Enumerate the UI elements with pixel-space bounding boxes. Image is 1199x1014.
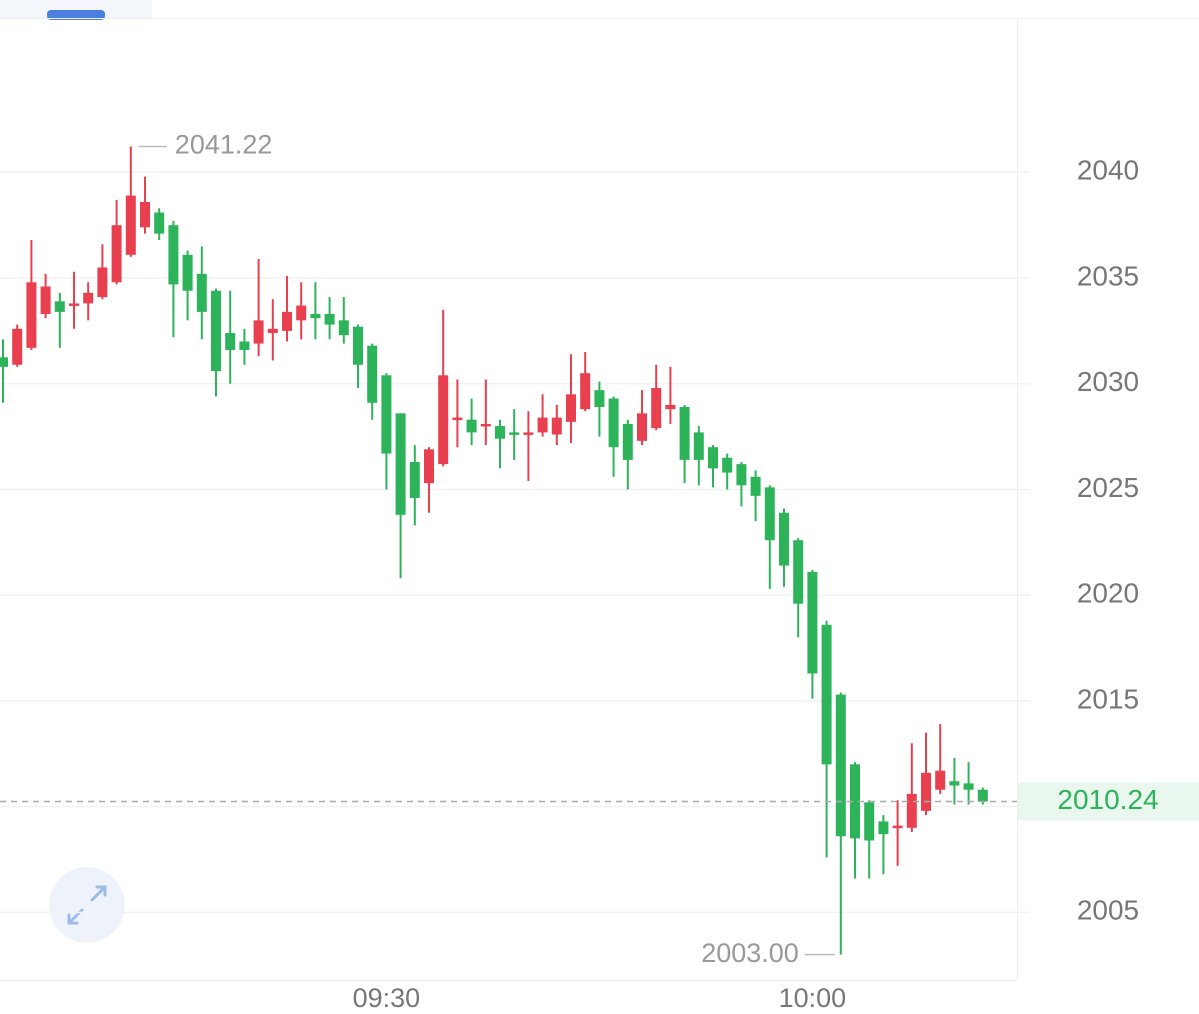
candle-body: [921, 772, 931, 811]
candle-body: [154, 212, 165, 234]
y-tick-label: 2015: [1077, 683, 1139, 714]
last-price-box: [1018, 782, 1199, 821]
candle-body: [211, 290, 221, 372]
x-tick-label: 10:00: [779, 983, 847, 1013]
candle-body: [807, 571, 818, 674]
candle-body: [480, 423, 491, 427]
candle-body: [253, 320, 264, 344]
candle-body: [594, 390, 605, 408]
candle-body: [196, 273, 207, 312]
y-tick-label: 2020: [1077, 578, 1139, 609]
tab-strip: [0, 0, 152, 18]
candle-body: [523, 432, 534, 435]
candle-body: [580, 373, 591, 410]
candle-body: [693, 432, 704, 460]
candle-body: [409, 462, 420, 498]
candle-body: [821, 624, 832, 765]
y-tick-label: 2025: [1077, 472, 1139, 503]
candle-body: [892, 825, 903, 829]
candle-body: [935, 770, 946, 790]
candle-body: [750, 476, 761, 496]
x-tick-label: 09:30: [353, 983, 421, 1013]
candle-body: [338, 320, 349, 336]
y-tick-label: 2005: [1077, 895, 1139, 926]
candle-body: [495, 426, 505, 439]
y-tick-label: 2030: [1077, 366, 1139, 397]
candle-body: [353, 326, 363, 365]
active-tab[interactable]: [47, 10, 105, 20]
candle-body: [963, 783, 974, 790]
candle-body: [949, 781, 960, 786]
candle-body: [97, 267, 108, 298]
candle-body: [140, 201, 150, 228]
candle-body: [864, 802, 875, 841]
candle-body: [708, 447, 718, 469]
expand-icon[interactable]: [67, 885, 107, 925]
candle-body: [665, 404, 676, 410]
candle-body: [551, 417, 562, 435]
candle-body: [381, 375, 392, 454]
candle-body: [83, 292, 94, 304]
candle-body: [850, 764, 860, 839]
candle-body: [637, 413, 647, 441]
y-tick-label: 2035: [1077, 260, 1139, 291]
candle-body: [282, 311, 292, 331]
candle-body: [267, 328, 278, 334]
high-marker-label: 2041.22: [175, 130, 273, 160]
candle-body: [367, 345, 378, 403]
candle-body: [26, 282, 37, 348]
candle-body: [54, 301, 65, 312]
candle-body: [566, 394, 576, 422]
candle-body: [736, 464, 747, 486]
candle-body: [111, 225, 122, 283]
candle-body: [324, 314, 335, 325]
candle-body: [40, 286, 51, 314]
low-marker-label: 2003.00: [701, 938, 799, 968]
candle-body: [509, 432, 520, 435]
candle-body: [679, 407, 690, 460]
candle-body: [779, 512, 789, 566]
candle-body: [452, 417, 463, 421]
candle-body: [977, 789, 988, 802]
candle-body: [878, 821, 889, 835]
candle-body: [395, 413, 406, 515]
expand-button[interactable]: [49, 867, 125, 943]
y-tick-label: 2040: [1077, 155, 1139, 186]
candle-body: [0, 357, 8, 367]
candle-body: [310, 314, 321, 319]
candle-body: [722, 457, 733, 473]
candle-body: [793, 540, 804, 604]
candle-body: [125, 195, 136, 255]
candle-body: [537, 417, 548, 433]
candle-body: [764, 487, 775, 541]
candle-body: [622, 423, 633, 460]
candle-body: [69, 303, 79, 306]
candle-body: [182, 254, 193, 291]
candle-body: [906, 793, 917, 828]
candle-body: [168, 225, 179, 285]
candle-body: [835, 694, 846, 837]
candle-body: [296, 305, 307, 321]
candle-body: [438, 375, 449, 465]
candle-body: [12, 328, 23, 365]
candle-body: [651, 388, 662, 429]
candle-body: [466, 419, 477, 433]
candle-body: [424, 449, 434, 484]
candle-body: [225, 333, 236, 350]
last-price-label: 2010.24: [1057, 784, 1158, 815]
candle-body: [239, 341, 250, 350]
expand-circle[interactable]: [49, 867, 125, 943]
candle-body: [608, 398, 619, 448]
